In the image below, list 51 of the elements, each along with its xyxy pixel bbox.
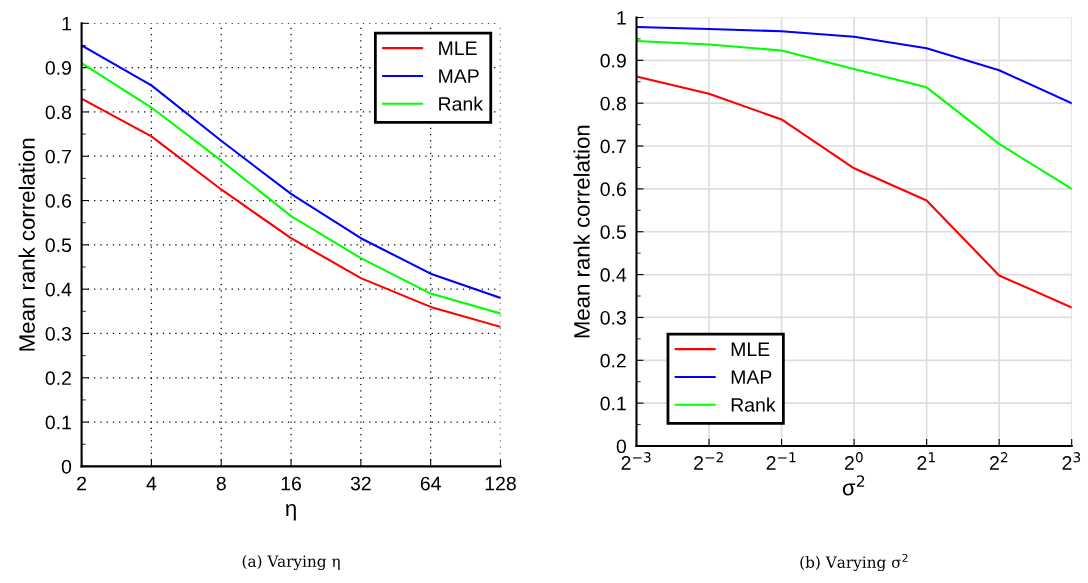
x-tick-label: 2$^{1}$ (917, 452, 935, 470)
y-tick-label: 0.7 (45, 149, 71, 164)
y-tick-label: 0.9 (600, 53, 626, 68)
x-tick-label: 16 (281, 476, 301, 491)
x-tick-label: 32 (350, 476, 371, 491)
y-tick-label: 0.3 (600, 310, 626, 325)
x-tick-label: 64 (420, 476, 441, 491)
legend-label: Rank (731, 397, 776, 412)
y-tick-label: 0.4 (45, 282, 72, 297)
line-series (636, 75, 1072, 309)
y-axis-title: Mean rank correlation (18, 138, 35, 351)
text: (b) Varying σ$^{2}$ (800, 553, 908, 572)
x-tick-label: 2$^{−1}$ (766, 452, 796, 470)
y-tick-label: 0.2 (45, 371, 71, 386)
x-tick-label: 4 (146, 476, 157, 491)
legend-label: MAP (731, 370, 772, 384)
x-tick-label: 2$^{0}$ (844, 452, 863, 470)
y-tick-label: 0.5 (600, 225, 626, 239)
legend-label: MAP (439, 69, 479, 83)
y-tick-label: 0.1 (45, 415, 71, 430)
y-tick-label: 0.1 (600, 396, 626, 411)
y-tick-label: 0.3 (45, 326, 72, 341)
x-tick-label: 2$^{3}$ (1062, 452, 1081, 470)
y-tick-label: 0.7 (600, 139, 626, 154)
line-series (636, 40, 1072, 190)
text: (a) Varying η (242, 555, 340, 571)
x-axis-title: η (286, 503, 296, 521)
x-tick-label: 2 (77, 476, 87, 491)
line-series (81, 97, 501, 328)
x-tick-label: 128 (485, 476, 516, 491)
legend-label: MLE (731, 342, 770, 356)
y-tick-label: 0.5 (45, 238, 72, 253)
line-series (636, 25, 1072, 105)
y-axis-title: Mean rank correlation (573, 125, 590, 338)
y-tick-label: 0.4 (600, 268, 627, 282)
y-tick-label: 0.6 (600, 182, 626, 197)
y-tick-label: 0.9 (45, 61, 71, 75)
legend-label: MLE (439, 41, 477, 55)
y-tick-label: 0.8 (45, 105, 72, 120)
legend-label: Rank (439, 96, 484, 111)
y-tick-label: 1 (62, 16, 71, 31)
y-tick-label: 1 (617, 11, 626, 25)
y-tick-label: 0.8 (600, 96, 626, 111)
x-tick-label: 2$^{2}$ (990, 452, 1008, 470)
y-tick-label: 0.2 (600, 353, 626, 368)
x-tick-label: 8 (216, 476, 226, 491)
x-tick-label: 2$^{−2}$ (694, 452, 723, 470)
y-tick-label: 0 (616, 439, 626, 454)
x-axis-title: σ$^{2}$ (842, 475, 865, 496)
y-tick-label: 0.6 (45, 194, 72, 208)
y-tick-label: 0 (61, 459, 72, 474)
